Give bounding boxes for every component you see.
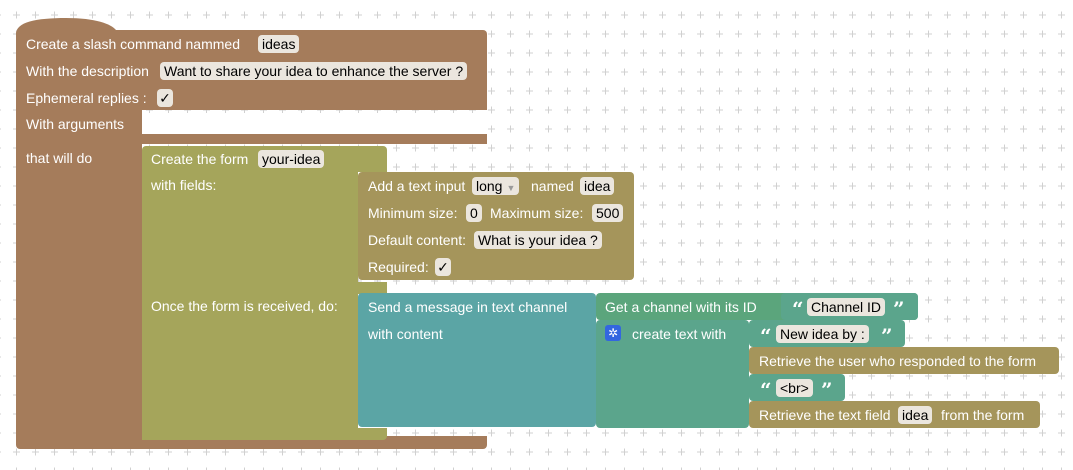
close-quote-icon: ”	[821, 378, 833, 402]
retrieve-user-label: Retrieve the user who responded to the f…	[759, 353, 1037, 369]
close-quote-icon: ”	[893, 297, 905, 321]
default-content-field[interactable]: What is your idea ?	[474, 231, 602, 249]
input-style-dropdown[interactable]: long ▼	[472, 177, 520, 195]
min-size-label: Minimum size:	[368, 205, 458, 221]
gear-icon[interactable]: ✲	[605, 325, 621, 341]
open-quote-icon: “	[760, 378, 772, 402]
create-form-label: Create the form	[151, 151, 249, 167]
channel-id-field[interactable]: Channel ID	[807, 298, 886, 316]
retrieve-field-prefix: Retrieve the text field	[759, 407, 891, 423]
get-channel-label: Get a channel with its ID	[605, 299, 757, 315]
input-style-value: long	[476, 178, 503, 194]
with-content-label: with content	[368, 326, 443, 342]
max-size-field[interactable]: 500	[592, 204, 624, 222]
max-size-label: Maximum size:	[490, 205, 584, 221]
arguments-label: With arguments	[26, 116, 125, 132]
min-size-field[interactable]: 0	[466, 204, 482, 222]
named-label: named	[531, 178, 574, 194]
required-checkbox[interactable]: ✓	[435, 258, 451, 276]
slash-title-label: Create a slash command nammed	[26, 36, 240, 52]
that-will-do-label: that will do	[26, 150, 93, 166]
command-name-field[interactable]: ideas	[258, 35, 300, 53]
close-quote-icon: ”	[881, 324, 893, 348]
open-quote-icon: “	[760, 324, 772, 348]
create-text-label: create text with	[632, 326, 727, 342]
fields-label: with fields:	[151, 177, 217, 193]
description-field[interactable]: Want to share your idea to enhance the s…	[160, 62, 468, 80]
retrieve-field-name[interactable]: idea	[898, 406, 933, 424]
arguments-input-slot[interactable]	[142, 113, 487, 134]
required-label: Required:	[368, 259, 429, 275]
form-received-label: Once the form is received, do:	[151, 298, 338, 314]
open-quote-icon: “	[792, 297, 804, 321]
send-message-label: Send a message in text channel	[368, 299, 568, 315]
input-name-field[interactable]: idea	[580, 177, 615, 195]
add-text-input-label: Add a text input	[368, 178, 466, 194]
default-content-label: Default content:	[368, 232, 467, 248]
retrieve-field-suffix: from the form	[941, 407, 1025, 423]
text-new-idea-field[interactable]: New idea by :	[776, 325, 869, 343]
text-br-field[interactable]: <br>	[776, 379, 813, 397]
ephemeral-label: Ephemeral replies :	[26, 90, 147, 106]
ephemeral-checkbox[interactable]: ✓	[157, 89, 173, 107]
form-name-field[interactable]: your-idea	[258, 150, 325, 168]
dropdown-arrow-icon: ▼	[506, 183, 516, 193]
description-label: With the description	[26, 63, 149, 79]
